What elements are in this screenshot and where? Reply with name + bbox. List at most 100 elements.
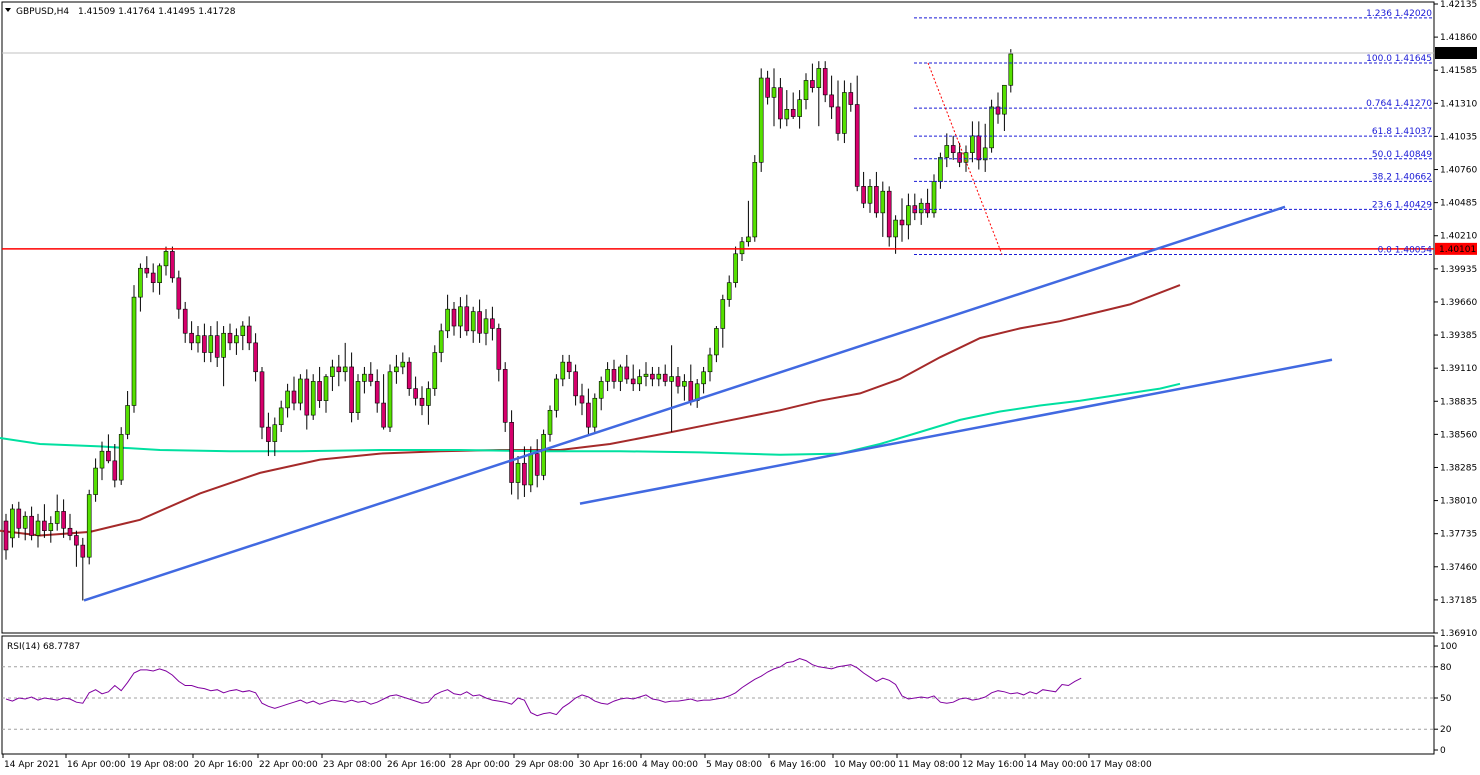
y-tick-label: 1.36910 [1440,629,1477,639]
candle-bear [464,306,470,332]
moving-average-fast-line [0,382,1181,456]
levels-layer: 1.40101 1.236 1.42020 100.0 1.41645 0.764 1… [2,9,1477,256]
candle-bear [29,515,34,536]
candle-bull [470,311,476,332]
x-tick-label: 19 Apr 08:00 [130,760,189,770]
candle-bear [189,332,194,344]
candle-bear [381,402,386,428]
candle-bull [387,371,393,428]
candle-bear [336,366,342,373]
candle-bull [10,508,15,539]
candle-bull [989,106,994,149]
candle-bull [445,308,450,332]
candle-bull [554,378,559,411]
candle-bear [61,511,66,529]
candle-bull [342,366,348,373]
candle-bull [221,332,226,358]
candle-bear [509,422,514,483]
candle-bear [144,267,150,274]
candle-bear [374,381,380,404]
candle-bear [74,535,79,546]
moving-averages-layer [0,284,1181,537]
fib-level-label: 100.0 1.41645 [1366,54,1432,64]
moving-average-slow-line [0,284,1181,537]
candle-bear [106,450,111,462]
candle-bear [810,80,815,88]
candle-bear [304,378,310,416]
candle-bull [22,515,28,529]
candle-bull [99,450,105,469]
candle-bull [515,462,521,483]
y-tick-label: 1.41035 [1440,132,1477,142]
fib-level-label: 50.0 1.40849 [1372,150,1432,160]
candle-bull [240,325,246,336]
x-tick-label: 30 Apr 16:00 [579,760,638,770]
candle-bear [3,520,9,551]
candle-bull [118,434,124,481]
candle-bull [893,219,898,238]
candle-bull [931,181,937,214]
candle-bull [816,68,822,88]
candle-bull [733,253,738,283]
candle-bear [42,520,47,531]
candle-bull [906,205,911,226]
trendline [83,205,1286,602]
candle-bull [432,352,438,389]
candle-bear [822,68,828,96]
y-tick-label: 1.37460 [1440,563,1477,573]
candle-bear [112,460,118,481]
candle-bear [150,272,156,283]
x-tick-label: 6 May 16:00 [770,760,826,770]
x-tick-label: 26 Apr 16:00 [387,760,446,770]
candle-bear [675,376,681,387]
x-tick-label: 12 May 16:00 [962,760,1024,770]
candle-bull [458,306,463,327]
candle-bear [413,388,418,399]
y-tick-label: 1.42135 [1440,0,1477,10]
y-tick-label: 1.38285 [1440,463,1477,473]
candle-bull [298,378,303,404]
candle-bear [829,94,834,108]
trendline [579,358,1333,505]
candle-bear [253,342,258,373]
candle-bull [682,381,687,387]
y-tick-label: 1.37185 [1440,596,1477,606]
x-tick-label: 10 May 00:00 [834,760,896,770]
candle-bear [522,462,527,486]
candle-bull [842,92,847,134]
candle-bear [451,308,457,327]
candle-bear [80,544,86,558]
triangle-down-icon[interactable] [5,8,11,12]
candle-bear [848,92,854,105]
candle-bear [765,77,770,98]
candle-bull [560,361,566,380]
candle-bull [138,267,143,298]
candle-bull [93,467,98,495]
candle-bull [195,335,201,344]
fib-level-label: 0.764 1.41270 [1366,99,1432,109]
rsi-tick-label: 50 [1440,694,1452,704]
candle-bull [330,366,335,377]
candle-bull [784,109,790,120]
candle-bull [656,373,662,380]
candle-bull [982,147,988,161]
candle-bear [214,335,220,358]
candle-bear [566,361,572,373]
y-tick-label: 1.40210 [1440,232,1477,242]
candle-bear [202,335,207,353]
candle-bull [970,135,975,153]
rsi-tick-label: 100 [1440,642,1457,652]
fib-level-label: 0.0 1.40054 [1378,246,1433,256]
y-tick-label: 1.38560 [1440,430,1477,440]
ohlc-values: 1.41509 1.41764 1.41495 1.41728 [78,7,236,17]
candle-bear [259,371,265,428]
y-tick-label: 1.39385 [1440,331,1477,341]
candle-bull [323,376,329,401]
y-tick-label: 1.39660 [1440,298,1477,308]
rsi-line [5,657,1082,717]
candle-bear [477,311,482,334]
fib-level-label: 38.2 1.40662 [1372,172,1432,182]
x-tick-label: 4 May 00:00 [642,760,698,770]
candle-bear [688,381,694,401]
